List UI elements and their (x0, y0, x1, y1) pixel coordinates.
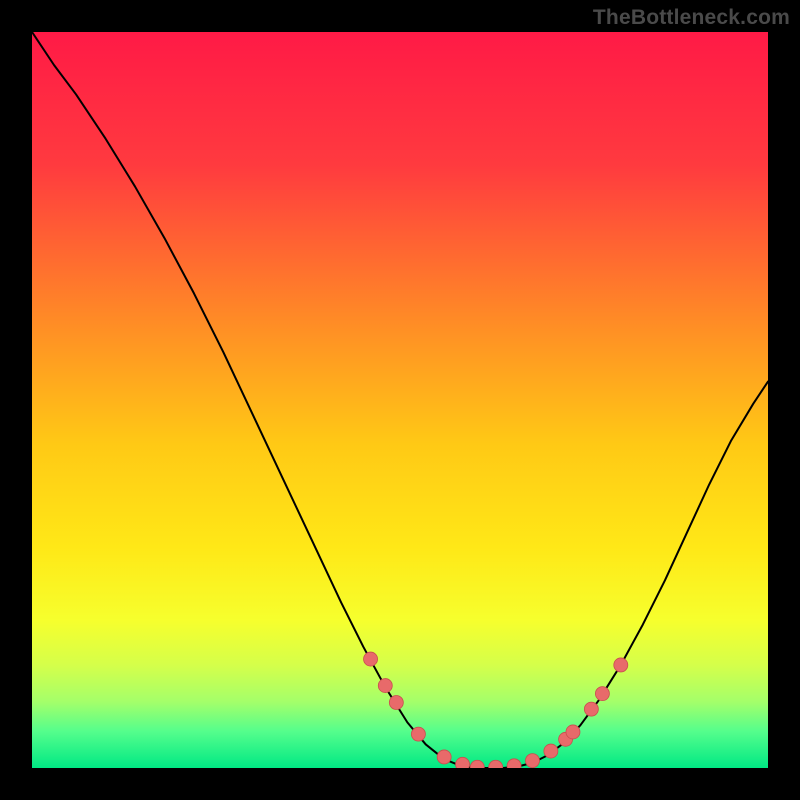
data-point-markers (364, 652, 628, 768)
data-point-marker (544, 744, 558, 758)
data-point-marker (389, 696, 403, 710)
data-point-marker (437, 750, 451, 764)
chart-svg-layer (32, 32, 768, 768)
data-point-marker (411, 727, 425, 741)
data-point-marker (525, 754, 539, 768)
data-point-marker (364, 652, 378, 666)
data-point-marker (378, 679, 392, 693)
data-point-marker (456, 757, 470, 768)
data-point-marker (489, 760, 503, 768)
data-point-marker (566, 725, 580, 739)
data-point-marker (584, 702, 598, 716)
data-point-marker (614, 658, 628, 672)
data-point-marker (507, 759, 521, 768)
data-point-marker (470, 760, 484, 768)
plot-area (32, 32, 768, 768)
bottleneck-curve (32, 32, 768, 768)
source-watermark: TheBottleneck.com (593, 6, 790, 30)
data-point-marker (595, 687, 609, 701)
chart-stage: TheBottleneck.com (0, 0, 800, 800)
